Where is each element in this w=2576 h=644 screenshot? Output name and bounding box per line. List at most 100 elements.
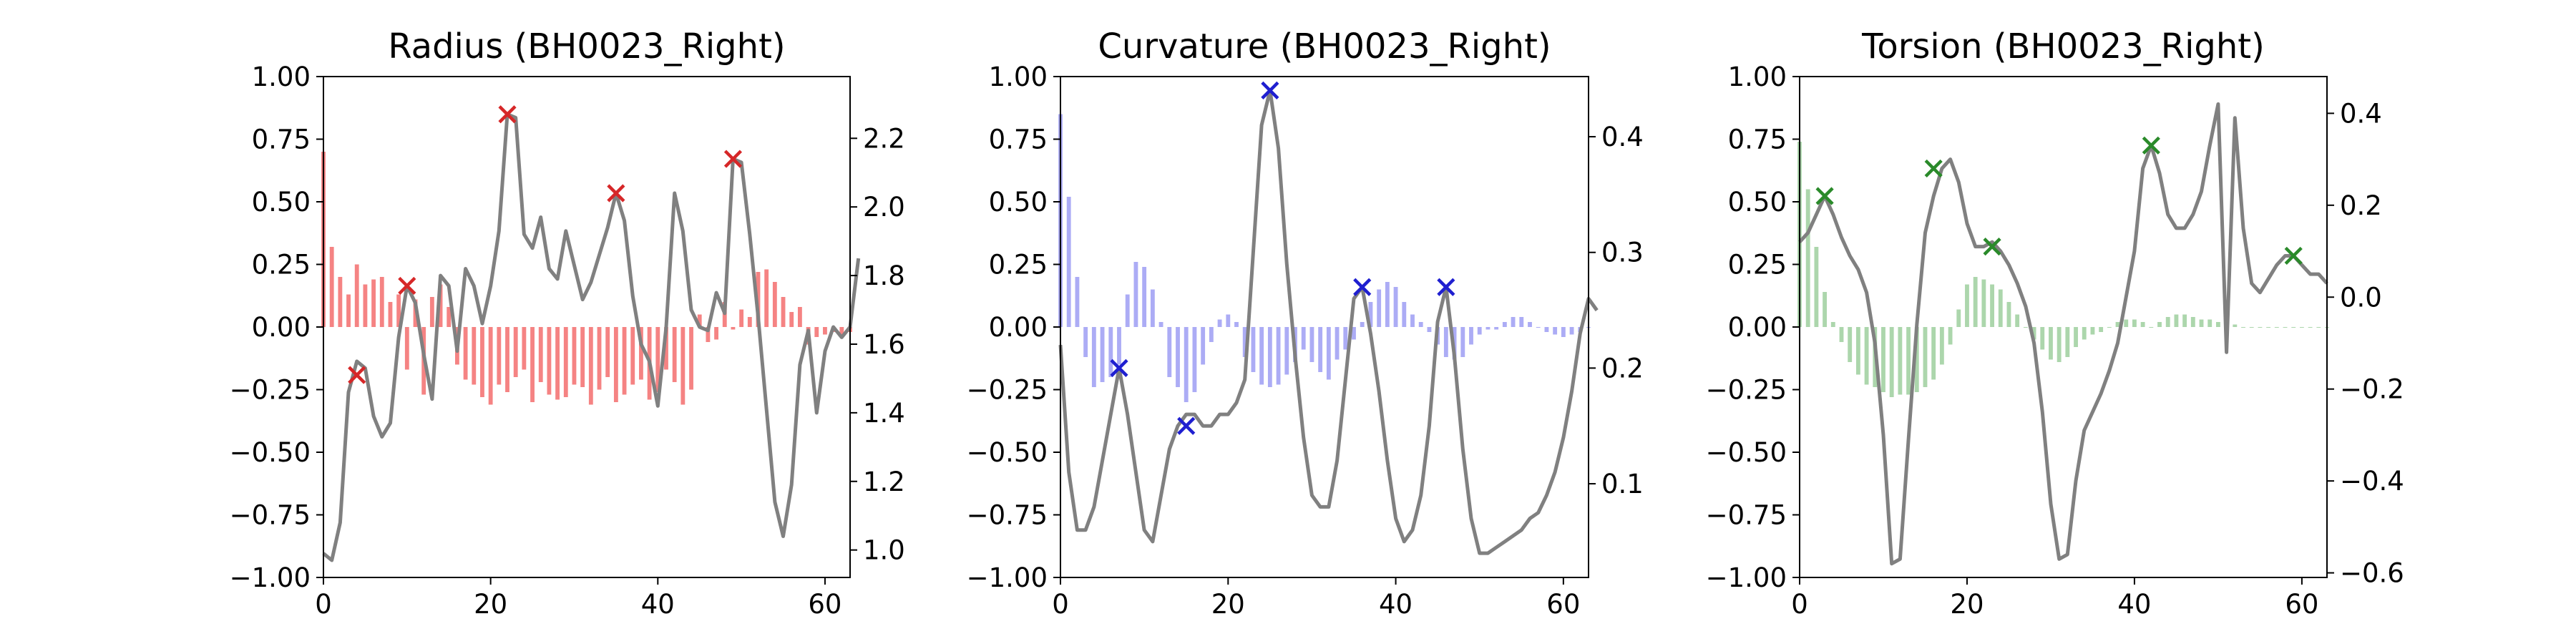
peak-marker	[1983, 238, 2001, 256]
bar	[2049, 327, 2053, 360]
bar	[1276, 327, 1281, 385]
bar	[497, 327, 502, 385]
bar	[789, 312, 794, 327]
right-tick-label: 0.2	[2340, 190, 2382, 221]
bar	[1544, 327, 1549, 332]
bar	[1561, 327, 1566, 337]
bar	[2115, 322, 2120, 327]
bar	[2274, 327, 2279, 328]
right-tick-label: 0.3	[1601, 238, 1644, 268]
radius-chart: Radius (BH0023_Right)1.000.750.500.250.0…	[230, 26, 905, 620]
plot-frame	[323, 76, 851, 578]
bar	[1234, 322, 1239, 327]
bar	[747, 317, 752, 327]
right-tick-label: 0.0	[2340, 282, 2382, 313]
bar	[379, 277, 384, 327]
peak-markers	[1815, 136, 2303, 265]
bar	[1460, 327, 1465, 357]
bar	[1091, 327, 1096, 387]
bar	[680, 327, 686, 405]
bar	[1100, 327, 1105, 382]
bar	[480, 327, 484, 397]
bar	[605, 327, 610, 377]
x-tick-label: 20	[1950, 589, 1984, 620]
bar	[530, 327, 535, 402]
peak-marker	[1261, 81, 1279, 99]
left-tick-label: −1.00	[1706, 562, 1787, 593]
left-tick-label: 0.50	[1728, 187, 1787, 218]
bar	[396, 294, 401, 327]
bar	[463, 327, 468, 380]
bar	[2283, 327, 2288, 328]
bar	[1318, 327, 1323, 372]
bar	[1855, 327, 1860, 375]
right-tick-label: 0.4	[1601, 122, 1644, 152]
bar	[1335, 327, 1340, 360]
bar	[797, 307, 802, 327]
x-tick-label: 0	[315, 589, 332, 620]
bar	[329, 247, 334, 327]
bar	[1108, 327, 1113, 377]
bar	[2190, 317, 2195, 327]
peak-marker	[1924, 159, 1943, 178]
bar	[2074, 327, 2078, 347]
bar	[338, 277, 343, 327]
bar	[1402, 302, 1407, 327]
bar	[547, 327, 552, 395]
bar	[2241, 327, 2245, 328]
left-tick-label: −0.25	[967, 375, 1048, 406]
bar	[1569, 327, 1574, 335]
line-series	[1058, 88, 1599, 555]
bar	[522, 327, 527, 370]
peak-marker	[1353, 278, 1372, 296]
left-tick-label: 1.00	[1728, 62, 1787, 92]
bar	[1519, 317, 1524, 327]
left-tick-label: −0.75	[967, 500, 1048, 531]
left-tick-label: −0.25	[230, 375, 311, 406]
bar	[1326, 327, 1331, 380]
bar	[363, 284, 368, 327]
bar	[1075, 277, 1080, 327]
bar	[388, 302, 393, 327]
bar	[1360, 322, 1365, 327]
bar	[1864, 327, 1869, 385]
x-tick-label: 20	[474, 589, 507, 620]
bar	[2099, 327, 2104, 332]
left-tick-label: 0.25	[989, 250, 1048, 280]
bar	[1443, 327, 1448, 357]
bar	[1502, 322, 1507, 327]
bar	[1898, 327, 1903, 395]
bar	[2266, 327, 2271, 328]
bar	[2065, 327, 2070, 357]
bar	[2015, 314, 2020, 327]
bar	[1939, 327, 1944, 365]
bar	[1990, 284, 1994, 327]
bar	[2291, 327, 2296, 328]
bar	[371, 279, 376, 327]
right-tick-label: 2.0	[863, 192, 905, 223]
bar	[622, 327, 627, 395]
bar	[572, 327, 577, 385]
left-tick-label: 1.00	[989, 62, 1048, 92]
bar	[1931, 327, 1936, 380]
bar	[1352, 327, 1356, 340]
bar	[1848, 327, 1853, 362]
bar	[1343, 327, 1348, 350]
bar	[1125, 294, 1130, 327]
bar	[823, 327, 827, 335]
left-tick-label: 0.25	[1728, 250, 1787, 280]
bar	[354, 264, 359, 327]
bar	[1301, 327, 1306, 350]
bar	[1176, 327, 1180, 387]
bar	[2040, 327, 2045, 350]
x-tick-label: 0	[1052, 589, 1069, 620]
bar	[1226, 314, 1231, 327]
bar	[1133, 262, 1138, 327]
bar	[1485, 327, 1491, 330]
bar	[1823, 292, 1828, 327]
bar	[1973, 277, 1978, 327]
bar	[2149, 327, 2154, 328]
bar	[538, 327, 543, 382]
right-tick-label: 1.0	[863, 535, 905, 566]
